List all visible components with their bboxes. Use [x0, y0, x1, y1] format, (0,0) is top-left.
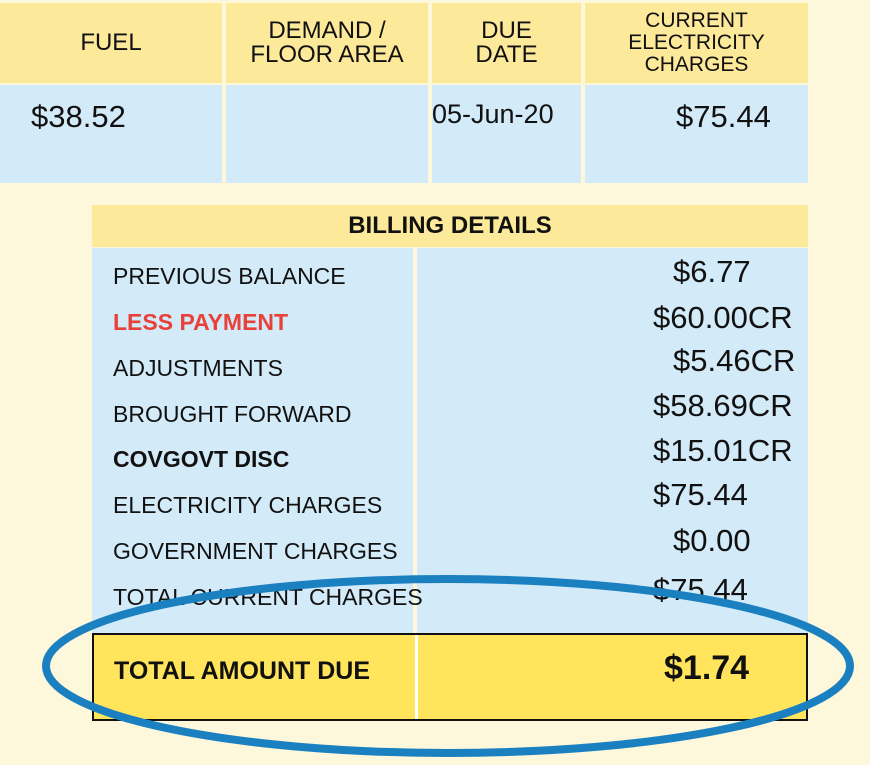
total-amount-due-row: TOTAL AMOUNT DUE $1.74: [92, 633, 808, 721]
header-label: CURRENT ELECTRICITY CHARGES: [628, 9, 765, 76]
label-adjustments: ADJUSTMENTS: [113, 355, 283, 381]
divider: [415, 635, 418, 719]
amount-previous-balance: $6.77: [673, 254, 751, 289]
amount-adjustments: $5.46CR: [673, 343, 796, 378]
highlight-ellipse: [42, 575, 854, 757]
amount-brought-forward: $58.69CR: [653, 388, 793, 423]
fuel-cell: $38.52: [0, 85, 222, 183]
amount-less-payment: $60.00CR: [653, 300, 793, 335]
demand-cell: [226, 85, 428, 183]
billing-details-title: BILLING DETAILS: [92, 205, 808, 247]
label-brought-forward: BROUGHT FORWARD: [113, 401, 352, 427]
billing-amounts-column: [417, 248, 808, 634]
header-demand: DEMAND / FLOOR AREA: [226, 3, 428, 83]
label-less-payment: LESS PAYMENT: [113, 309, 289, 335]
header-fuel: FUEL: [0, 3, 222, 83]
billing-labels-column: [92, 248, 413, 634]
label-government-charges: GOVERNMENT CHARGES: [113, 538, 398, 564]
amount-government-charges: $0.00: [673, 523, 751, 558]
billing-title-text: BILLING DETAILS: [348, 212, 552, 239]
current-charges-value: $75.44: [676, 99, 771, 134]
due-date-value: 05-Jun-20: [432, 99, 554, 129]
amount-electricity-charges: $75.44: [653, 477, 748, 512]
label-covgovt-disc: COVGOVT DISC: [113, 446, 290, 472]
header-due-date: DUE DATE: [432, 3, 581, 83]
current-charges-cell: $75.44: [585, 85, 808, 183]
header-label: DUE DATE: [475, 17, 538, 68]
fuel-value: $38.52: [31, 99, 126, 134]
header-label: DEMAND / FLOOR AREA: [250, 17, 404, 68]
total-amount-due-label: TOTAL AMOUNT DUE: [114, 657, 371, 685]
amount-covgovt-disc: $15.01CR: [653, 433, 793, 468]
due-date-cell: 05-Jun-20: [432, 85, 581, 183]
header-label: FUEL: [80, 29, 142, 56]
header-current-charges: CURRENT ELECTRICITY CHARGES: [585, 3, 808, 83]
label-electricity-charges: ELECTRICITY CHARGES: [113, 492, 383, 518]
total-amount-due-value: $1.74: [664, 649, 750, 687]
label-previous-balance: PREVIOUS BALANCE: [113, 263, 346, 289]
